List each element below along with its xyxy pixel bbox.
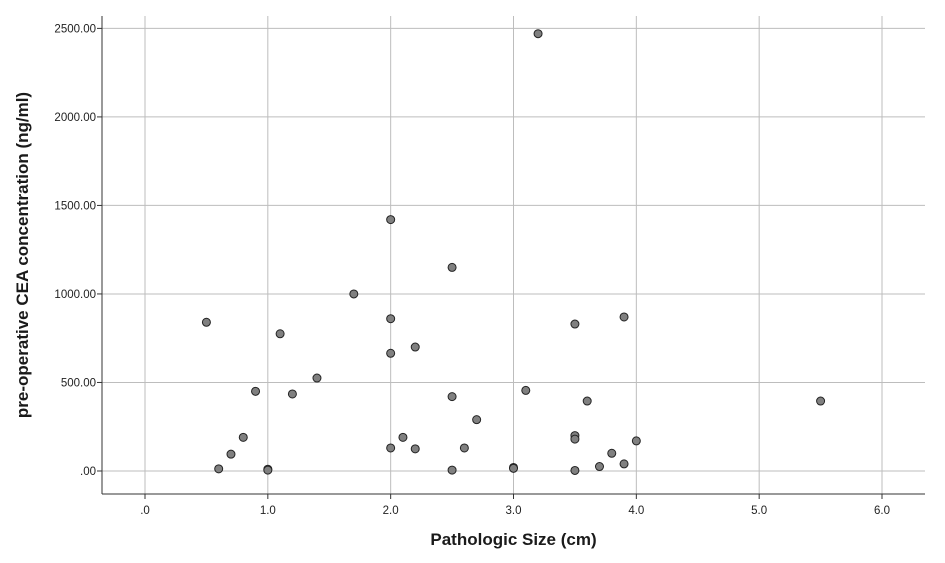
data-point — [312, 373, 322, 383]
data-point — [607, 448, 617, 458]
data-point — [398, 432, 408, 442]
y-tick-label: 2000.00 — [54, 112, 96, 124]
y-tick-label: 500.00 — [61, 377, 96, 389]
data-point — [447, 392, 457, 402]
data-point — [521, 385, 531, 395]
data-point — [594, 462, 604, 472]
data-point — [238, 432, 248, 442]
data-point — [619, 312, 629, 322]
data-point — [533, 29, 543, 39]
data-point — [287, 389, 297, 399]
data-point — [251, 386, 261, 396]
data-point — [410, 444, 420, 454]
y-axis-title: pre-operative CEA concentration (ng/ml) — [13, 92, 32, 418]
data-point — [619, 459, 629, 469]
y-tick-label: .00 — [80, 466, 96, 478]
data-point — [201, 317, 211, 327]
data-point — [214, 464, 224, 474]
data-point — [349, 289, 359, 299]
y-tick-label: 1500.00 — [54, 200, 96, 212]
data-point — [472, 415, 482, 425]
x-tick-label: 5.0 — [751, 505, 767, 517]
data-point — [226, 449, 236, 459]
data-points — [201, 29, 826, 475]
data-point — [263, 465, 273, 475]
data-point — [386, 314, 396, 324]
data-point — [447, 465, 457, 475]
data-point — [447, 262, 457, 272]
y-tick-label: 1000.00 — [54, 289, 96, 301]
axes — [101, 16, 925, 495]
data-point — [582, 396, 592, 406]
x-tick-label: 6.0 — [874, 505, 890, 517]
data-point — [386, 215, 396, 225]
x-tick-label: 1.0 — [260, 505, 276, 517]
data-point — [386, 443, 396, 453]
data-point — [275, 329, 285, 339]
y-tick-label: 2500.00 — [54, 23, 96, 35]
data-point — [631, 436, 641, 446]
x-axis-title: Pathologic Size (cm) — [430, 530, 596, 549]
x-tick-label: 2.0 — [383, 505, 399, 517]
data-point — [570, 319, 580, 329]
data-point — [459, 443, 469, 453]
data-point — [410, 342, 420, 352]
data-point — [386, 348, 396, 358]
data-point — [570, 434, 580, 444]
data-point — [509, 463, 518, 473]
data-point — [570, 465, 580, 475]
x-tick-label: 3.0 — [506, 505, 522, 517]
y-tick-labels: .00 500.00 1000.00 1500.00 2000.00 2500.00 — [54, 23, 96, 478]
grid-lines — [97, 16, 925, 499]
x-tick-label: .0 — [140, 505, 150, 517]
x-tick-label: 4.0 — [628, 505, 644, 517]
data-point — [816, 396, 826, 406]
x-tick-labels: .0 1.0 2.0 3.0 4.0 5.0 6.0 — [140, 505, 890, 517]
